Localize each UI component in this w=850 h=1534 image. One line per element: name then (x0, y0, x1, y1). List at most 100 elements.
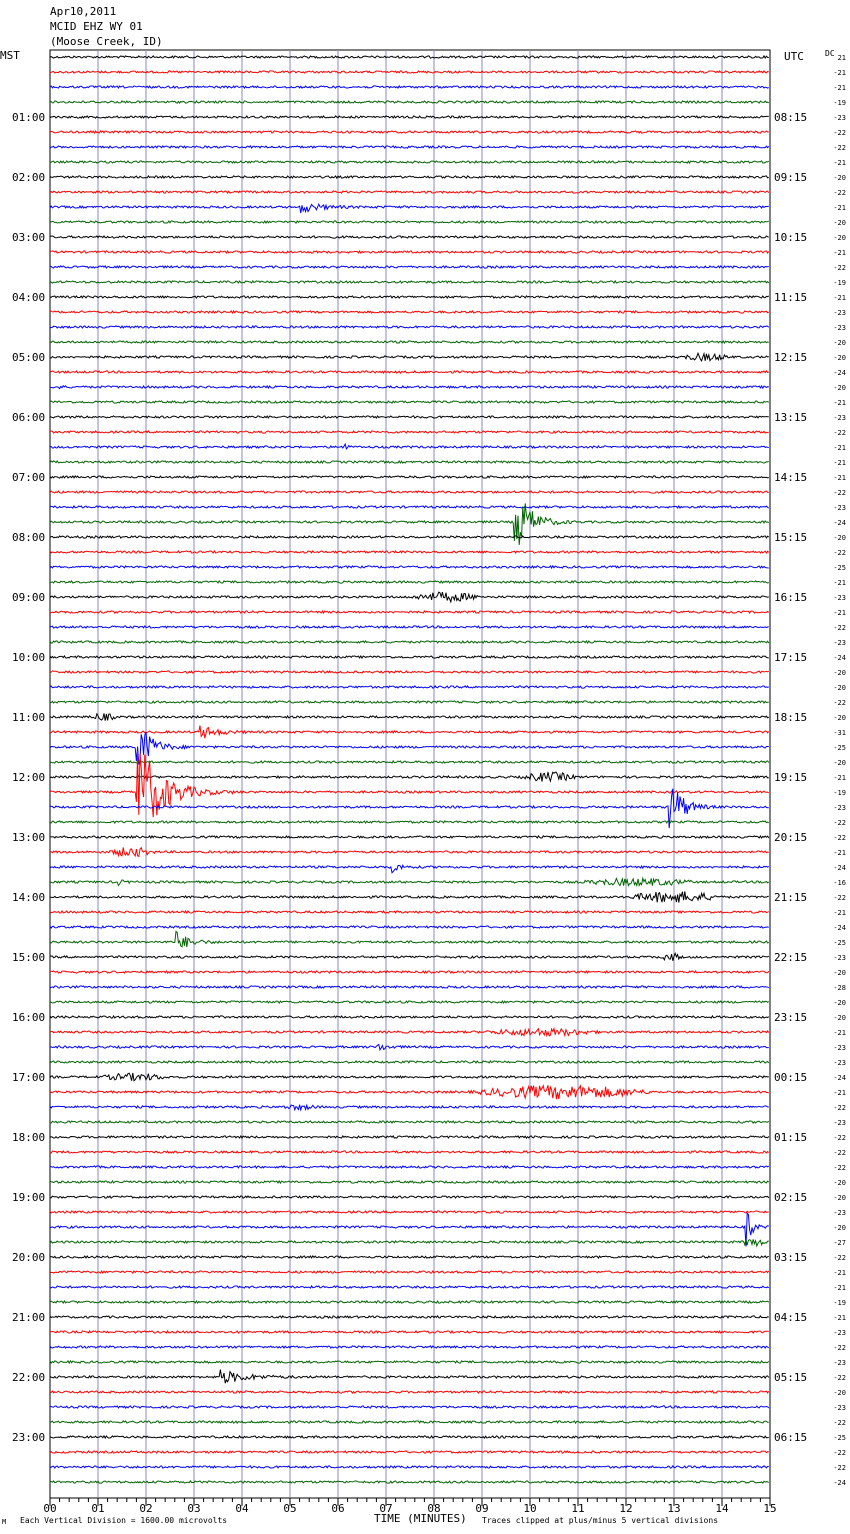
right-hour-label: 15:15 (774, 531, 807, 544)
dc-label: DC (825, 49, 835, 58)
seismic-trace (49, 1072, 769, 1082)
dc-offset-label: -22 (833, 1164, 846, 1172)
seismic-trace (49, 1405, 770, 1410)
seismic-trace (49, 564, 769, 570)
header-location: (Moose Creek, ID) (50, 35, 163, 48)
x-tick-label: 11 (571, 1502, 584, 1515)
dc-offset-label: -22 (833, 1449, 846, 1457)
dc-offset-label: -25 (833, 939, 846, 947)
dc-offset-label: -22 (833, 129, 846, 137)
seismic-trace (49, 234, 769, 239)
right-hour-label: 14:15 (774, 471, 807, 484)
left-hour-label: 15:00 (12, 951, 45, 964)
header-date: Apr10,2011 (50, 5, 117, 18)
dc-offset-label: -20 (833, 1224, 846, 1232)
seismic-trace (49, 534, 770, 539)
dc-offset-label: -21 (833, 84, 846, 92)
dc-offset-label: -21 (833, 444, 846, 452)
dc-offset-label: -21 (833, 1089, 846, 1097)
left-hour-label: 01:00 (12, 111, 45, 124)
dc-offset-label: -21 (833, 294, 846, 302)
dc-offset-label: -21 (833, 909, 846, 917)
dc-offset-label: -19 (833, 279, 846, 287)
dc-offset-label: -20 (833, 384, 846, 392)
dc-offset-label: -20 (833, 1194, 846, 1202)
seismic-trace (49, 1480, 769, 1484)
left-hour-label: 08:00 (12, 531, 45, 544)
seismic-trace (49, 1103, 769, 1112)
dc-offset-label: -20 (833, 1179, 846, 1187)
dc-offset-label: -23 (833, 504, 846, 512)
dc-offset-label: -24 (833, 1074, 846, 1082)
dc-offset-label: -20 (833, 759, 846, 767)
seismic-trace (49, 1255, 769, 1260)
dc-offset-label: -24 (833, 924, 846, 932)
left-hour-label: 09:00 (12, 591, 45, 604)
dc-offset-label: -25 (833, 1434, 846, 1442)
dc-offset-label: -21 (833, 204, 846, 212)
dc-offset-label: -22 (833, 144, 846, 152)
seismic-trace (49, 685, 769, 689)
seismic-trace (49, 909, 769, 915)
seismic-trace (50, 846, 769, 858)
left-timezone-label: MST (0, 49, 20, 62)
dc-offset-label: 21 (838, 54, 846, 62)
dc-offset-label: -22 (833, 894, 846, 902)
dc-offset-label: -23 (833, 114, 846, 122)
seismic-trace (49, 591, 769, 604)
right-hour-label: 08:15 (774, 111, 807, 124)
seismic-trace (49, 1369, 770, 1384)
dc-offset-label: -20 (833, 714, 846, 722)
seismic-trace (49, 504, 770, 510)
seismic-trace (49, 129, 769, 134)
seismic-trace (49, 415, 769, 419)
right-hour-label: 16:15 (774, 591, 807, 604)
seismic-trace (49, 925, 769, 929)
right-hour-label: 02:15 (774, 1191, 807, 1204)
left-hour-label: 07:00 (12, 471, 45, 484)
left-hour-label: 19:00 (12, 1191, 45, 1204)
dc-offset-label: -24 (833, 1479, 846, 1487)
seismic-trace (49, 834, 770, 840)
dc-offset-label: -23 (833, 804, 846, 812)
dc-offset-label: -21 (833, 69, 846, 77)
seismic-trace (49, 145, 770, 149)
left-hour-label: 22:00 (12, 1371, 45, 1384)
seismic-trace (49, 442, 769, 450)
x-tick-label: 09 (475, 1502, 488, 1515)
seismic-trace (49, 1179, 770, 1185)
dc-offset-label: -23 (833, 1044, 846, 1052)
dc-offset-label: -25 (833, 744, 846, 752)
header-station: MCID EHZ WY 01 (50, 20, 143, 33)
seismic-trace (49, 264, 769, 269)
dc-offset-label: -19 (833, 99, 846, 107)
dc-offset-label: -20 (833, 999, 846, 1007)
right-hour-label: 21:15 (774, 891, 807, 904)
dc-offset-label: -21 (833, 849, 846, 857)
seismic-trace (49, 670, 769, 674)
left-hour-label: 21:00 (12, 1311, 45, 1324)
dc-offset-label: -23 (833, 1119, 846, 1127)
dc-offset-label: -21 (833, 399, 846, 407)
right-hour-label: 22:15 (774, 951, 807, 964)
dc-offset-label: -22 (833, 1149, 846, 1157)
dc-offset-label: -23 (833, 1209, 846, 1217)
seismic-trace (49, 1150, 770, 1155)
seismic-trace (49, 84, 769, 90)
dc-offset-label: -22 (833, 1344, 846, 1352)
dc-offset-label: -23 (833, 1059, 846, 1067)
dc-offset-label: -24 (833, 369, 846, 377)
x-tick-label: 08 (427, 1502, 440, 1515)
seismic-trace (49, 771, 769, 783)
dc-offset-label: -23 (833, 954, 846, 962)
seismic-trace (49, 750, 770, 818)
seismic-trace (49, 1434, 769, 1440)
x-tick-label: 04 (235, 1502, 249, 1515)
seismic-trace (49, 1239, 769, 1248)
seismic-trace (49, 951, 770, 962)
x-tick-label: 10 (523, 1502, 536, 1515)
dc-offset-label: -21 (833, 159, 846, 167)
dc-offset-label: -20 (833, 354, 846, 362)
seismic-trace (49, 324, 770, 329)
left-hour-label: 04:00 (12, 291, 45, 304)
